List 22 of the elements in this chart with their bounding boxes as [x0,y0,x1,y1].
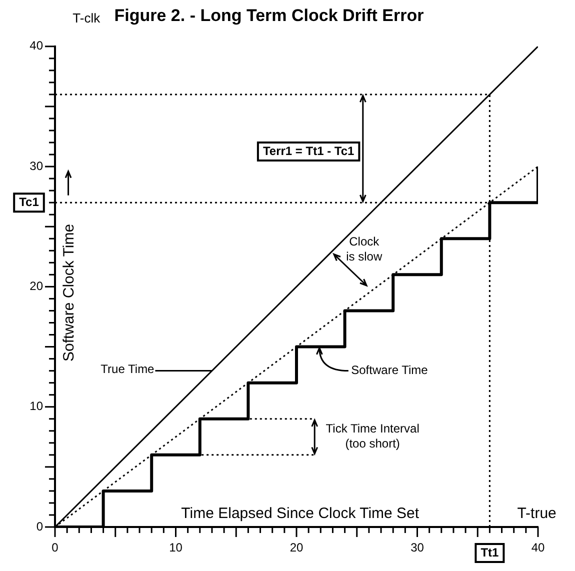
annotation: T-true [517,504,556,522]
x-tick-label: 40 [531,540,545,555]
annotation: Clock is slow [346,234,382,264]
y-tick-label: 10 [30,399,44,414]
annotation: Software Time [351,363,428,378]
ref-line-label: Tt1 [480,545,500,560]
x-tick-label: 0 [52,540,59,555]
ref-line-label: Tc1 [19,194,40,209]
annotation: Tick Time Interval (too short) [326,422,420,451]
text: T-clk [72,10,101,26]
y-tick-label: 30 [30,158,44,173]
x-axis-title: Time Elapsed Since Clock Time Set [181,504,420,522]
annotation: Terr1 = Tt1 - Tc1 [262,144,355,158]
annotation: True Time [100,362,155,376]
chart-title: Figure 2. - Long Term Clock Drift Error [114,6,424,25]
x-tick-label: 20 [290,540,304,555]
x-tick-label: 30 [410,540,424,555]
x-tick-label: 10 [169,540,183,555]
y-tick-label: 40 [30,38,44,53]
y-axis-title: Software Clock Time [60,224,78,362]
y-tick-label: 0 [36,519,44,534]
y-tick-label: 20 [30,279,44,294]
